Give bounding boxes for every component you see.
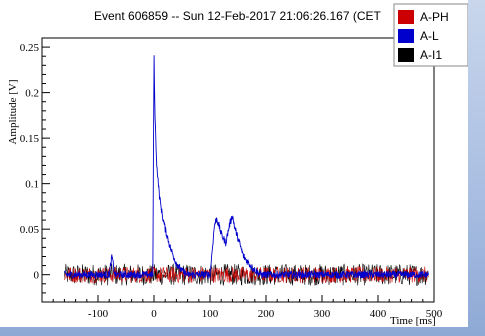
x-tick-label: 500 bbox=[426, 308, 443, 320]
x-tick-label: 0 bbox=[151, 308, 157, 320]
x-tick-label: 100 bbox=[202, 308, 219, 320]
legend: A-PH A-L A-I1 bbox=[393, 3, 468, 67]
y-tick-label: 0 bbox=[34, 270, 40, 282]
series-layer bbox=[63, 55, 429, 287]
y-tick-label: 0.1 bbox=[25, 179, 39, 191]
legend-label-a-ph: A-PH bbox=[420, 10, 449, 24]
y-tick-label: 0.25 bbox=[20, 42, 40, 54]
chart-title: Event 606859 -- Sun 12-Feb-2017 21:06:26… bbox=[94, 9, 382, 23]
legend-swatch-a-l bbox=[398, 29, 414, 43]
x-tick-label: -100 bbox=[88, 308, 109, 320]
legend-label-a-i1: A-I1 bbox=[420, 48, 442, 62]
y-tick-label: 0.2 bbox=[25, 88, 39, 100]
series-line-a-l bbox=[63, 55, 429, 281]
x-tick-label: 200 bbox=[258, 308, 275, 320]
y-tick-label: 0.15 bbox=[20, 133, 40, 145]
legend-swatch-a-i1 bbox=[398, 48, 414, 62]
x-tick-label: 300 bbox=[314, 308, 331, 320]
y-axis-title: Amplitude [V] bbox=[7, 79, 19, 144]
x-tick-label: 400 bbox=[370, 308, 387, 320]
legend-swatch-a-ph bbox=[398, 10, 414, 24]
y-tick-label: 0.05 bbox=[20, 224, 40, 236]
legend-label-a-l: A-L bbox=[420, 29, 439, 43]
plot-area bbox=[41, 37, 435, 303]
axis-layer: -100 0 100 200 300 400 500 0 0.05 0.1 0.15 0.2 0.25 bbox=[20, 42, 443, 320]
x-axis-title: Time [ms] bbox=[390, 315, 436, 327]
chart-svg: Event 606859 -- Sun 12-Feb-2017 21:06:26… bbox=[7, 3, 468, 327]
chart-frame: Event 606859 -- Sun 12-Feb-2017 21:06:26… bbox=[7, 3, 468, 327]
